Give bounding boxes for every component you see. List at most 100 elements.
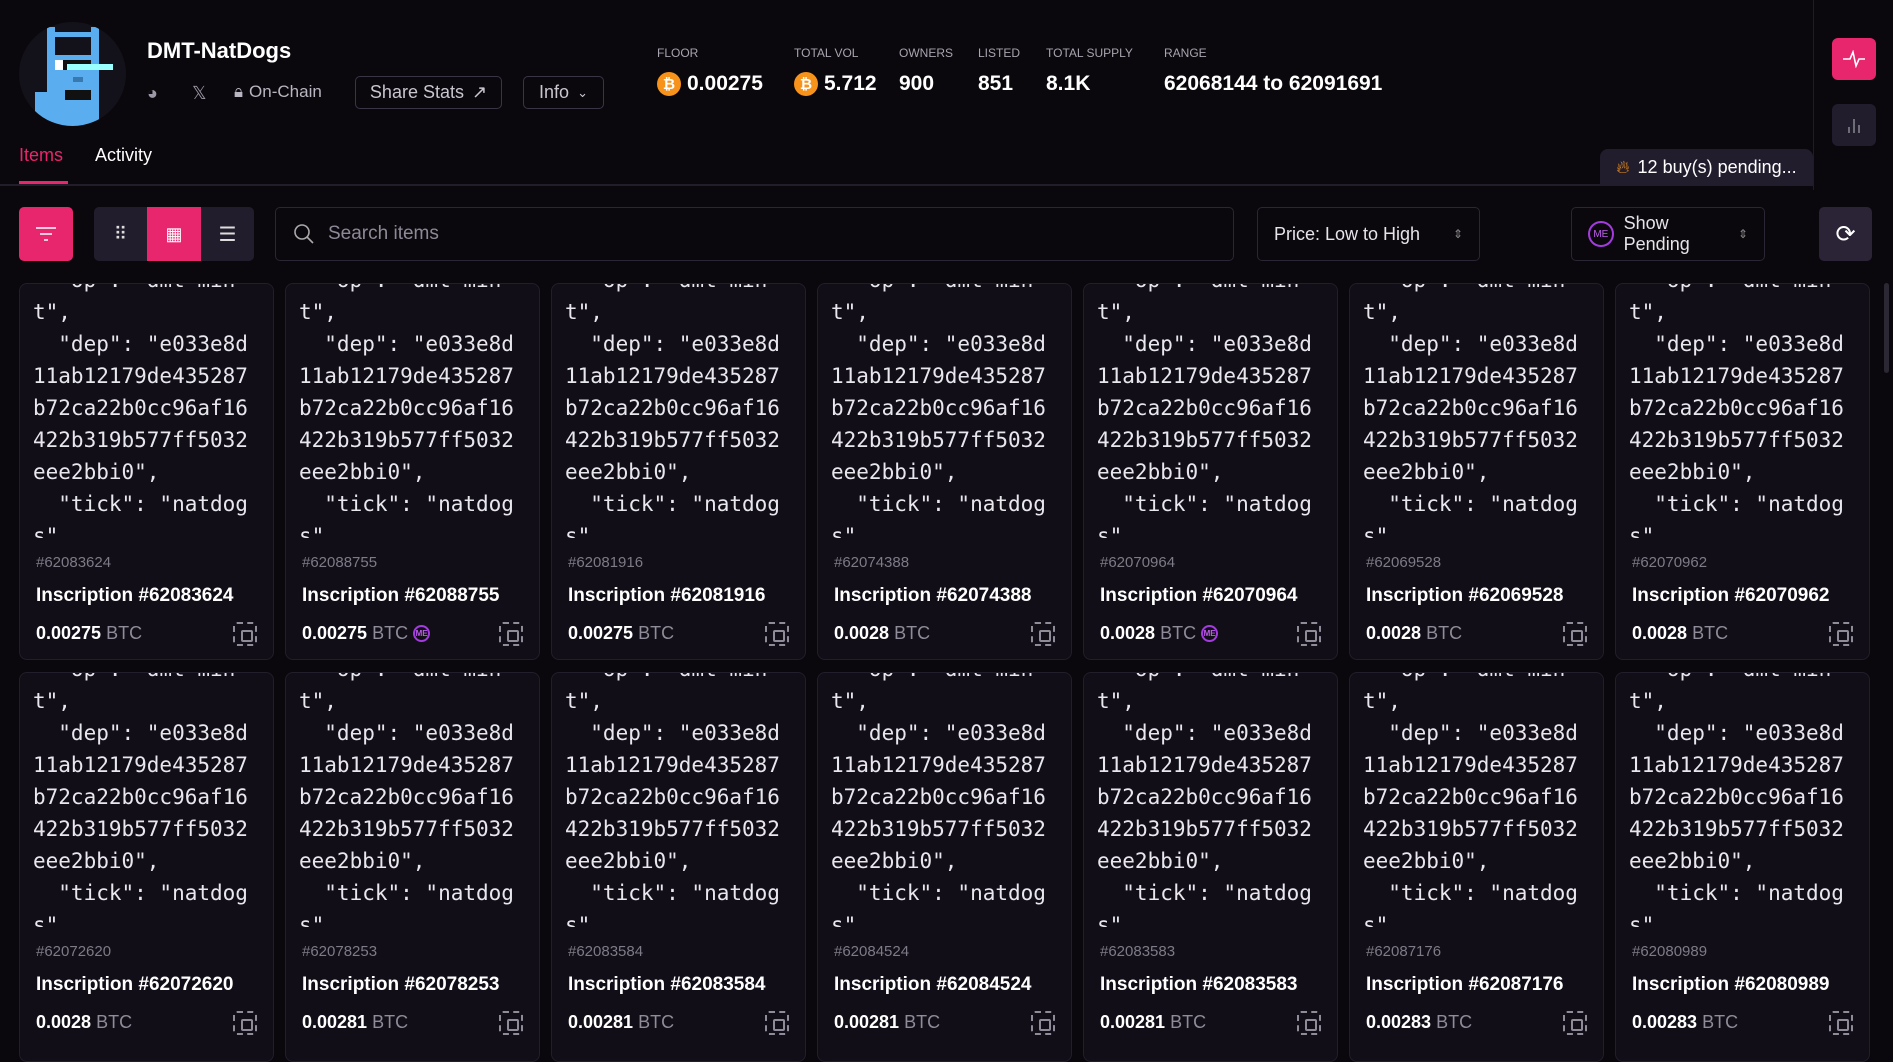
inscription-card[interactable]: "op": "dmt-min t", "dep": "e033e8d 11ab1… [1615, 672, 1870, 1062]
pending-buys-badge[interactable]: 🔥︎ 12 buy(s) pending... [1600, 149, 1813, 185]
search-input[interactable]: Search items [275, 207, 1234, 261]
quick-view-icon[interactable] [1829, 1011, 1853, 1035]
code-line: t", [565, 689, 603, 713]
discord-icon[interactable]: ◕ [147, 83, 158, 103]
code-line: eee2bbi0", [831, 460, 958, 484]
chart-button[interactable] [1832, 104, 1876, 146]
code-line: "op": "dmt-min [1363, 673, 1565, 681]
code-line: t", [299, 689, 337, 713]
code-line: "op": "dmt-min [299, 673, 501, 681]
quick-view-icon[interactable] [1563, 622, 1587, 646]
inscription-card[interactable]: "op": "dmt-min t", "dep": "e033e8d 11ab1… [551, 672, 806, 1062]
inscription-number: #62070964 [1100, 554, 1176, 571]
inscription-preview: "op": "dmt-min t", "dep": "e033e8d 11ab1… [1097, 673, 1337, 927]
code-line: eee2bbi0", [1363, 849, 1490, 873]
code-line: "dep": "e033e8d [299, 332, 514, 356]
inscription-preview: "op": "dmt-min t", "dep": "e033e8d 11ab1… [565, 673, 805, 927]
scrollbar[interactable] [1884, 283, 1889, 373]
code-line: "tick": "natdog [1363, 881, 1578, 905]
inscription-card[interactable]: "op": "dmt-min t", "dep": "e033e8d 11ab1… [817, 672, 1072, 1062]
grid-small-icon: ▦ [165, 223, 183, 244]
code-line: 11ab12179de435287 [1097, 364, 1312, 388]
inscription-price: 0.0028 BTC [1632, 623, 1729, 643]
code-line: "dep": "e033e8d [33, 721, 248, 745]
activity-pulse-button[interactable] [1832, 38, 1876, 80]
refresh-button[interactable]: ⟳ [1819, 207, 1872, 261]
large-grid-view-button[interactable]: ⠿ [94, 207, 147, 261]
inscription-price: 0.00281 BTC [302, 1012, 409, 1032]
on-chain-link[interactable]: 🔒︎ On-Chain [234, 82, 322, 101]
view-mode-group: ⠿ ▦ ☰ [94, 207, 254, 261]
quick-view-icon[interactable] [1297, 622, 1321, 646]
inscription-card[interactable]: "op": "dmt-min t", "dep": "e033e8d 11ab1… [285, 672, 540, 1062]
inscription-number: #62069528 [1366, 554, 1442, 571]
filter-button[interactable] [19, 207, 73, 261]
code-line: t", [831, 300, 869, 324]
inscription-card[interactable]: "op": "dmt-min t", "dep": "e033e8d 11ab1… [1615, 283, 1870, 660]
tab-activity[interactable]: Activity [95, 145, 153, 165]
inscription-price: 0.0028 BTC [834, 623, 931, 643]
list-view-button[interactable]: ☰ [201, 207, 254, 261]
code-line: "dep": "e033e8d [1629, 332, 1844, 356]
inscription-card[interactable]: "op": "dmt-min t", "dep": "e033e8d 11ab1… [551, 283, 806, 660]
inscription-number: #62074388 [834, 554, 910, 571]
code-line: eee2bbi0", [33, 460, 160, 484]
info-dropdown[interactable]: Info ⌄ [523, 76, 604, 109]
inscription-card[interactable]: "op": "dmt-min t", "dep": "e033e8d 11ab1… [19, 283, 274, 660]
inscription-price: 0.0028 BTC [36, 1012, 133, 1032]
grid-large-icon: ⠿ [113, 223, 128, 244]
inscription-card[interactable]: "op": "dmt-min t", "dep": "e033e8d 11ab1… [1349, 283, 1604, 660]
share-stats-button[interactable]: Share Stats ↗ [355, 76, 502, 109]
inscription-preview: "op": "dmt-min t", "dep": "e033e8d 11ab1… [33, 284, 273, 538]
quick-view-icon[interactable] [1297, 1011, 1321, 1035]
quick-view-icon[interactable] [1031, 622, 1055, 646]
quick-view-icon[interactable] [765, 1011, 789, 1035]
stat-label: LISTED [978, 46, 1021, 60]
code-line: 422b319b577ff5032 [33, 817, 248, 841]
inscription-card[interactable]: "op": "dmt-min t", "dep": "e033e8d 11ab1… [817, 283, 1072, 660]
code-line: 422b319b577ff5032 [1363, 817, 1578, 841]
tab-items[interactable]: Items [19, 145, 64, 165]
inscription-name: Inscription #62088755 [302, 585, 500, 606]
code-line: "tick": "natdog [831, 492, 1046, 516]
inscription-name: Inscription #62070964 [1100, 585, 1298, 606]
code-line: "tick": "natdog [831, 881, 1046, 905]
small-grid-view-button[interactable]: ▦ [147, 207, 201, 261]
code-line: b72ca22b0cc96af16 [565, 785, 780, 809]
quick-view-icon[interactable] [499, 622, 523, 646]
inscription-name: Inscription #62072620 [36, 974, 234, 995]
quick-view-icon[interactable] [499, 1011, 523, 1035]
code-line: 11ab12179de435287 [1363, 364, 1578, 388]
inscription-card[interactable]: "op": "dmt-min t", "dep": "e033e8d 11ab1… [19, 672, 274, 1062]
code-line: "op": "dmt-min [1097, 673, 1299, 681]
inscription-card[interactable]: "op": "dmt-min t", "dep": "e033e8d 11ab1… [285, 283, 540, 660]
code-line: 11ab12179de435287 [1629, 364, 1844, 388]
inscription-number: #62083584 [568, 943, 644, 960]
quick-view-icon[interactable] [1031, 1011, 1055, 1035]
sort-select[interactable]: Price: Low to High ⇕ [1257, 207, 1480, 261]
code-line: t", [33, 300, 71, 324]
code-line: "op": "dmt-min [831, 673, 1033, 681]
quick-view-icon[interactable] [233, 622, 257, 646]
quick-view-icon[interactable] [1829, 622, 1853, 646]
magic-eden-pending-icon: ME [413, 625, 431, 642]
bitcoin-icon: ₿ [657, 72, 681, 96]
inscription-card[interactable]: "op": "dmt-min t", "dep": "e033e8d 11ab1… [1083, 283, 1338, 660]
inscription-card[interactable]: "op": "dmt-min t", "dep": "e033e8d 11ab1… [1349, 672, 1604, 1062]
divider [0, 184, 1813, 186]
code-line: t", [831, 689, 869, 713]
inscription-preview: "op": "dmt-min t", "dep": "e033e8d 11ab1… [33, 673, 273, 927]
inscription-name: Inscription #62083584 [568, 974, 766, 995]
inscription-card[interactable]: "op": "dmt-min t", "dep": "e033e8d 11ab1… [1083, 672, 1338, 1062]
quick-view-icon[interactable] [765, 622, 789, 646]
quick-view-icon[interactable] [233, 1011, 257, 1035]
code-line: s" [1363, 913, 1389, 927]
code-line: t", [299, 300, 337, 324]
quick-view-icon[interactable] [1563, 1011, 1587, 1035]
pending-filter-select[interactable]: ME Show Pending ⇕ [1571, 207, 1765, 261]
code-line: "dep": "e033e8d [33, 332, 248, 356]
code-line: t", [33, 689, 71, 713]
code-line: s" [1363, 524, 1389, 538]
x-icon[interactable]: 𝕏 [192, 83, 207, 103]
code-line: s" [33, 913, 59, 927]
